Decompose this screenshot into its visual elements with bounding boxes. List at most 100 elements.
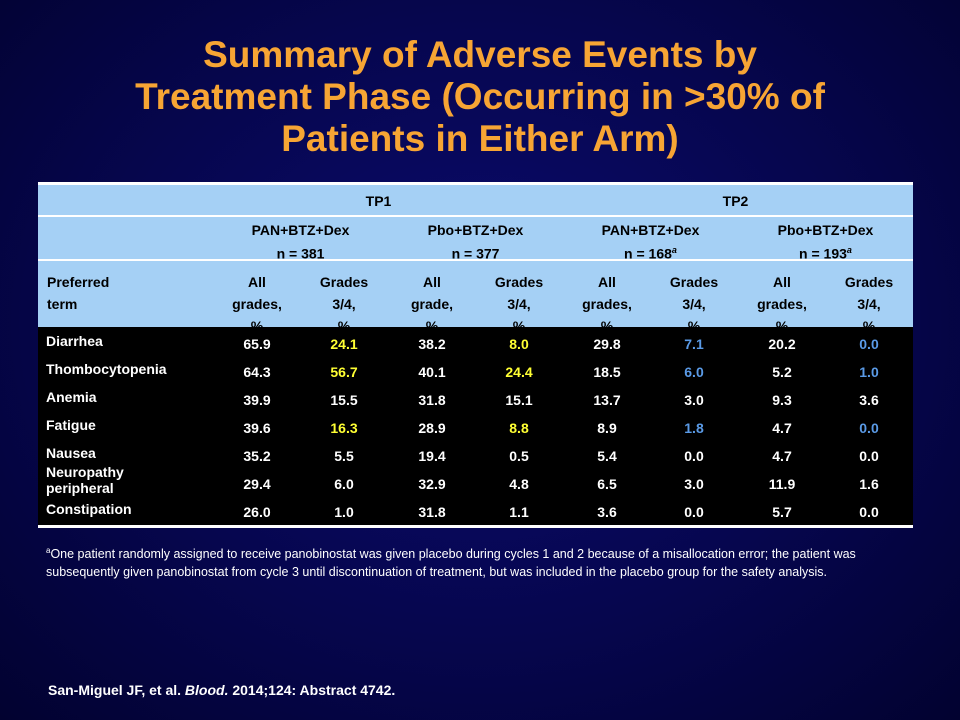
value-cell: 4.7 [772,420,792,436]
value-cell: 1.8 [684,420,704,436]
value-cell: 15.1 [505,392,533,408]
row-term: Neuropathy peripheral [46,464,124,496]
subheader-text: Grades [844,274,894,290]
value-cell: 0.5 [509,448,529,464]
subheader-text: Grades [494,274,544,290]
table-row: Neuropathy peripheral 29.4 6.0 32.9 4.8 6.5 3.0… [38,464,913,497]
arm-header-4: Pbo+BTZ+Dex n = 193a [738,220,913,264]
subheader-text: 3/4, [507,296,531,312]
value-cell: 28.9 [418,420,446,436]
table-row: Fatigue 39.6 16.3 28.9 8.8 8.9 1.8 4.7 0.0 [38,413,913,441]
value-cell: 5.4 [597,448,617,464]
value-cell: 3.6 [597,504,617,520]
value-cell: 4.7 [772,448,792,464]
row-term-line1: Neuropathy [46,464,124,480]
arm-n: n = 168 [624,245,672,262]
value-cell: 3.0 [684,476,704,492]
value-cell: 6.5 [597,476,617,492]
subheader-text: All [423,274,441,290]
value-cell: 29.8 [593,336,621,352]
value-cell: 31.8 [418,392,446,408]
value-cell: 13.7 [593,392,621,408]
arm-header-3: PAN+BTZ+Dex n = 168a [563,220,738,264]
subheader-text: All [598,274,616,290]
subheader-text: 3/4, [332,296,356,312]
value-cell: 6.0 [334,476,354,492]
value-cell: 1.6 [859,476,879,492]
value-cell: 18.5 [593,364,621,380]
citation-details: 2014;124: Abstract 4742. [232,682,396,698]
adverse-events-table: TP1 TP2 PAN+BTZ+Dex n = 381 Pbo+BTZ+Dex … [38,182,913,528]
value-cell: 64.3 [243,364,271,380]
row-term: Anemia [46,389,97,405]
value-cell: 1.0 [334,504,354,520]
arm-n: n = 381 [276,245,325,262]
value-cell: 8.8 [509,420,529,436]
value-cell: 19.4 [418,448,446,464]
value-cell: 6.0 [684,364,704,380]
arm-name: PAN+BTZ+Dex [601,222,700,238]
subheader-text: 3/4, [682,296,706,312]
subheader-text: Grades [319,274,369,290]
arm-name: PAN+BTZ+Dex [251,222,350,238]
value-cell: 1.0 [859,364,879,380]
value-cell: 40.1 [418,364,446,380]
row-term: Fatigue [46,417,96,433]
arm-n: n = 377 [451,245,500,262]
value-cell: 35.2 [243,448,271,464]
row-term: Nausea [46,445,96,461]
footnote-text: One patient randomly assigned to receive… [46,547,856,580]
subheader-text: All [248,274,266,290]
subheader-cell: All grade,% [388,271,476,337]
phase-header-row: TP1 TP2 [38,185,913,215]
value-cell: 15.5 [330,392,358,408]
preferred-term-header: Preferred term [47,271,109,315]
subheader-text: grades, [757,296,807,312]
arm-header-2: Pbo+BTZ+Dex n = 377 [388,220,563,264]
subheader-text: All [773,274,791,290]
value-cell: 11.9 [768,476,796,492]
citation-journal: Blood. [184,682,229,698]
value-cell: 0.0 [684,504,704,520]
subheader-text: grade, [410,296,453,312]
value-cell: 8.0 [509,336,529,352]
row-term: Thombocytopenia [46,361,167,377]
value-cell: 4.8 [509,476,529,492]
value-cell: 7.1 [684,336,704,352]
value-cell: 0.0 [859,448,879,464]
value-cell: 24.1 [330,336,358,352]
value-cell: 65.9 [243,336,271,352]
subheader-text: grades, [582,296,632,312]
row-term: Diarrhea [46,333,103,349]
footnote: aOne patient randomly assigned to receiv… [46,542,906,581]
value-cell: 29.4 [243,476,271,492]
row-term: Constipation [46,501,132,517]
arm-n-sup: a [846,245,852,255]
value-cell: 16.3 [330,420,358,436]
value-cell: 20.2 [768,336,796,352]
subheader-cell: Grades 3/4,% [825,271,913,337]
citation-authors: San-Miguel JF, et al. [48,682,182,698]
subheader-text: 3/4, [857,296,881,312]
value-cell: 32.9 [418,476,446,492]
value-cell: 0.0 [859,504,879,520]
value-cell: 9.3 [772,392,792,408]
value-cell: 0.0 [684,448,704,464]
phase-tp1: TP1 [365,193,392,209]
value-cell: 39.6 [243,420,271,436]
value-cell: 3.6 [859,392,879,408]
value-cell: 0.0 [859,336,879,352]
value-cell: 26.0 [243,504,271,520]
value-cell: 8.9 [597,420,617,436]
value-cell: 39.9 [243,392,271,408]
arm-header-row: PAN+BTZ+Dex n = 381 Pbo+BTZ+Dex n = 377 … [38,217,913,262]
table-row: Constipation 26.0 1.0 31.8 1.1 3.6 0.0 5.7 0.0 [38,497,913,525]
table-row: Diarrhea 65.9 24.1 38.2 8.0 29.8 7.1 20.2 0.0 [38,329,913,357]
value-cell: 5.2 [772,364,792,380]
arm-n: n = 193 [799,245,847,262]
table-row: Anemia 39.9 15.5 31.8 15.1 13.7 3.0 9.3 3.6 [38,385,913,413]
phase-tp2: TP2 [722,193,749,209]
title-line-2: Treatment Phase (Occurring in >30% of [135,76,825,117]
footnote-marker: a [46,546,51,555]
value-cell: 38.2 [418,336,446,352]
